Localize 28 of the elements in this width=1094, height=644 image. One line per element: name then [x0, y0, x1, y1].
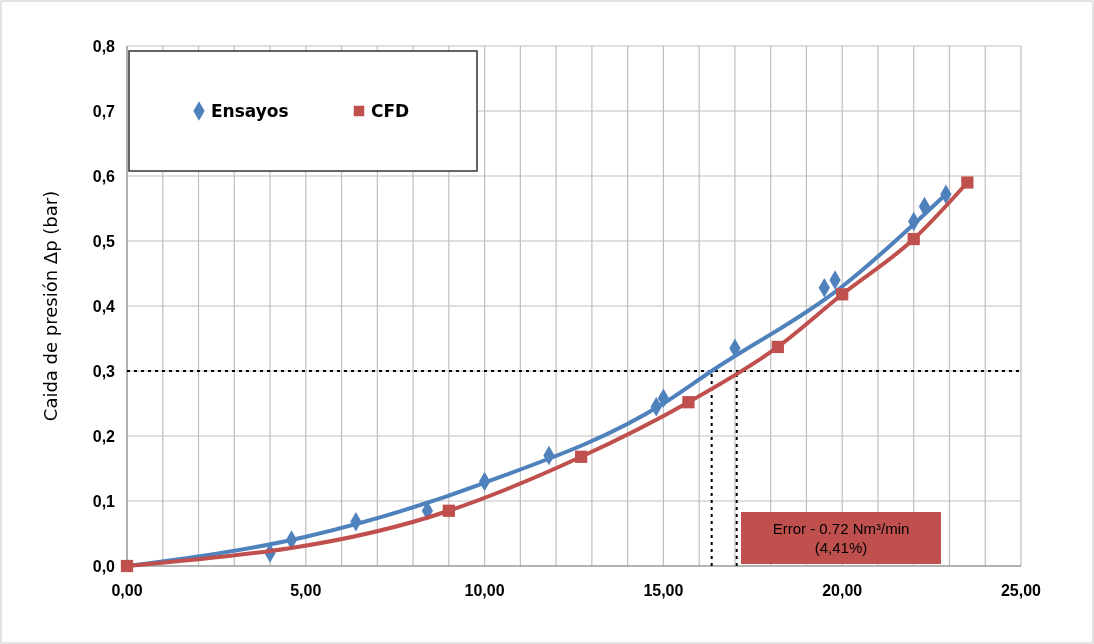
- point: [575, 450, 588, 463]
- x-tick-label: 5,00: [290, 582, 322, 599]
- y-tick-label: 0,0: [92, 558, 116, 575]
- x-tick-label: 0,00: [111, 582, 143, 599]
- point: [682, 396, 695, 409]
- y-tick-label: 0,1: [92, 493, 116, 510]
- point: [836, 288, 849, 301]
- point: [442, 504, 455, 517]
- y-tick-label: 0,8: [92, 38, 116, 55]
- note-box: Error - 0.72 Nm³/min (4,41%): [741, 512, 941, 564]
- x-tick-label: 15,00: [643, 582, 684, 599]
- y-tick-label: 0,3: [92, 363, 116, 380]
- annotation: Error - 0.72 Nm³/min (4,41%): [772, 520, 910, 556]
- point: [907, 232, 920, 246]
- y-tick-label: 0,5: [92, 233, 116, 250]
- y-axis-title: Caida de presión Δp (bar): [40, 190, 61, 422]
- y-tick-label: 0,6: [92, 168, 116, 185]
- x-tick-label: 20,00: [822, 582, 863, 599]
- y-tick-label: 0,4: [92, 298, 116, 315]
- x-tick-label: 10,00: [464, 582, 505, 599]
- x-tick-label: 25,00: [1000, 582, 1042, 599]
- y-tick-label: 0,2: [92, 428, 116, 445]
- legend-label: Ensayos: [211, 101, 289, 121]
- point: [961, 176, 974, 189]
- legend-label: CFD: [371, 101, 410, 121]
- y-tick-label: 0,7: [92, 103, 116, 120]
- point: [771, 340, 784, 354]
- point: [120, 559, 134, 573]
